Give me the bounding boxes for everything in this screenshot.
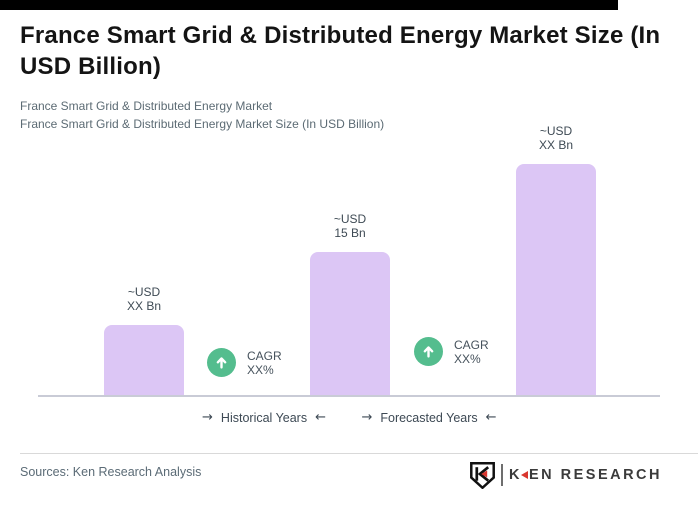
bar-value-label: ~USD XX Bn	[126, 285, 162, 313]
chart-subtitle-line2: France Smart Grid & Distributed Energy M…	[20, 117, 385, 131]
historical-years-text: Historical Years	[220, 410, 308, 425]
logo-red-triangle-icon	[520, 471, 528, 479]
historical-years-label: → Historical Years ←	[202, 410, 326, 425]
footer-divider	[20, 453, 698, 454]
page-title: France Smart Grid & Distributed Energy M…	[20, 22, 661, 80]
bar-value-label: ~USD 15 Bn	[333, 212, 367, 240]
bar-group-historical: ~USD XX Bn	[104, 285, 184, 396]
cagr-badge-2: CAGR XX%	[414, 337, 489, 366]
right-arrow-icon: →	[202, 410, 213, 425]
bar-group-forecast: ~USD XX Bn	[516, 124, 596, 396]
x-axis-line	[38, 395, 660, 397]
cagr-text: CAGR XX%	[454, 337, 489, 366]
sources-text: Sources: Ken Research Analysis	[20, 465, 202, 479]
chart-subtitle-line1: France Smart Grid & Distributed Energy M…	[20, 99, 273, 113]
right-arrow-icon: →	[361, 410, 373, 425]
left-arrow-icon: ←	[315, 410, 326, 425]
cagr-text: CAGR XX%	[247, 348, 282, 377]
up-arrow-icon	[207, 348, 236, 377]
bar-value-label: ~USD XX Bn	[538, 124, 574, 152]
bar-group-mid: ~USD 15 Bn	[310, 212, 390, 396]
up-arrow-icon	[414, 337, 443, 366]
bar-forecast	[516, 164, 596, 396]
logo-separator	[500, 464, 503, 486]
top-accent-bar	[0, 0, 618, 10]
forecasted-years-text: Forecasted Years	[380, 410, 478, 425]
chart-subtitle: France Smart Grid & Distributed Energy M…	[20, 97, 384, 133]
bar-historical	[104, 325, 184, 396]
bar-mid	[310, 252, 390, 396]
forecasted-years-label: → Forecasted Years ←	[361, 410, 496, 425]
cagr-badge-1: CAGR XX%	[207, 348, 282, 377]
ken-research-logo: K EN RESEARCH	[470, 461, 662, 489]
left-arrow-icon: ←	[485, 410, 497, 425]
logo-wordmark: K EN RESEARCH	[508, 467, 662, 483]
ken-research-shield-icon	[470, 461, 495, 489]
